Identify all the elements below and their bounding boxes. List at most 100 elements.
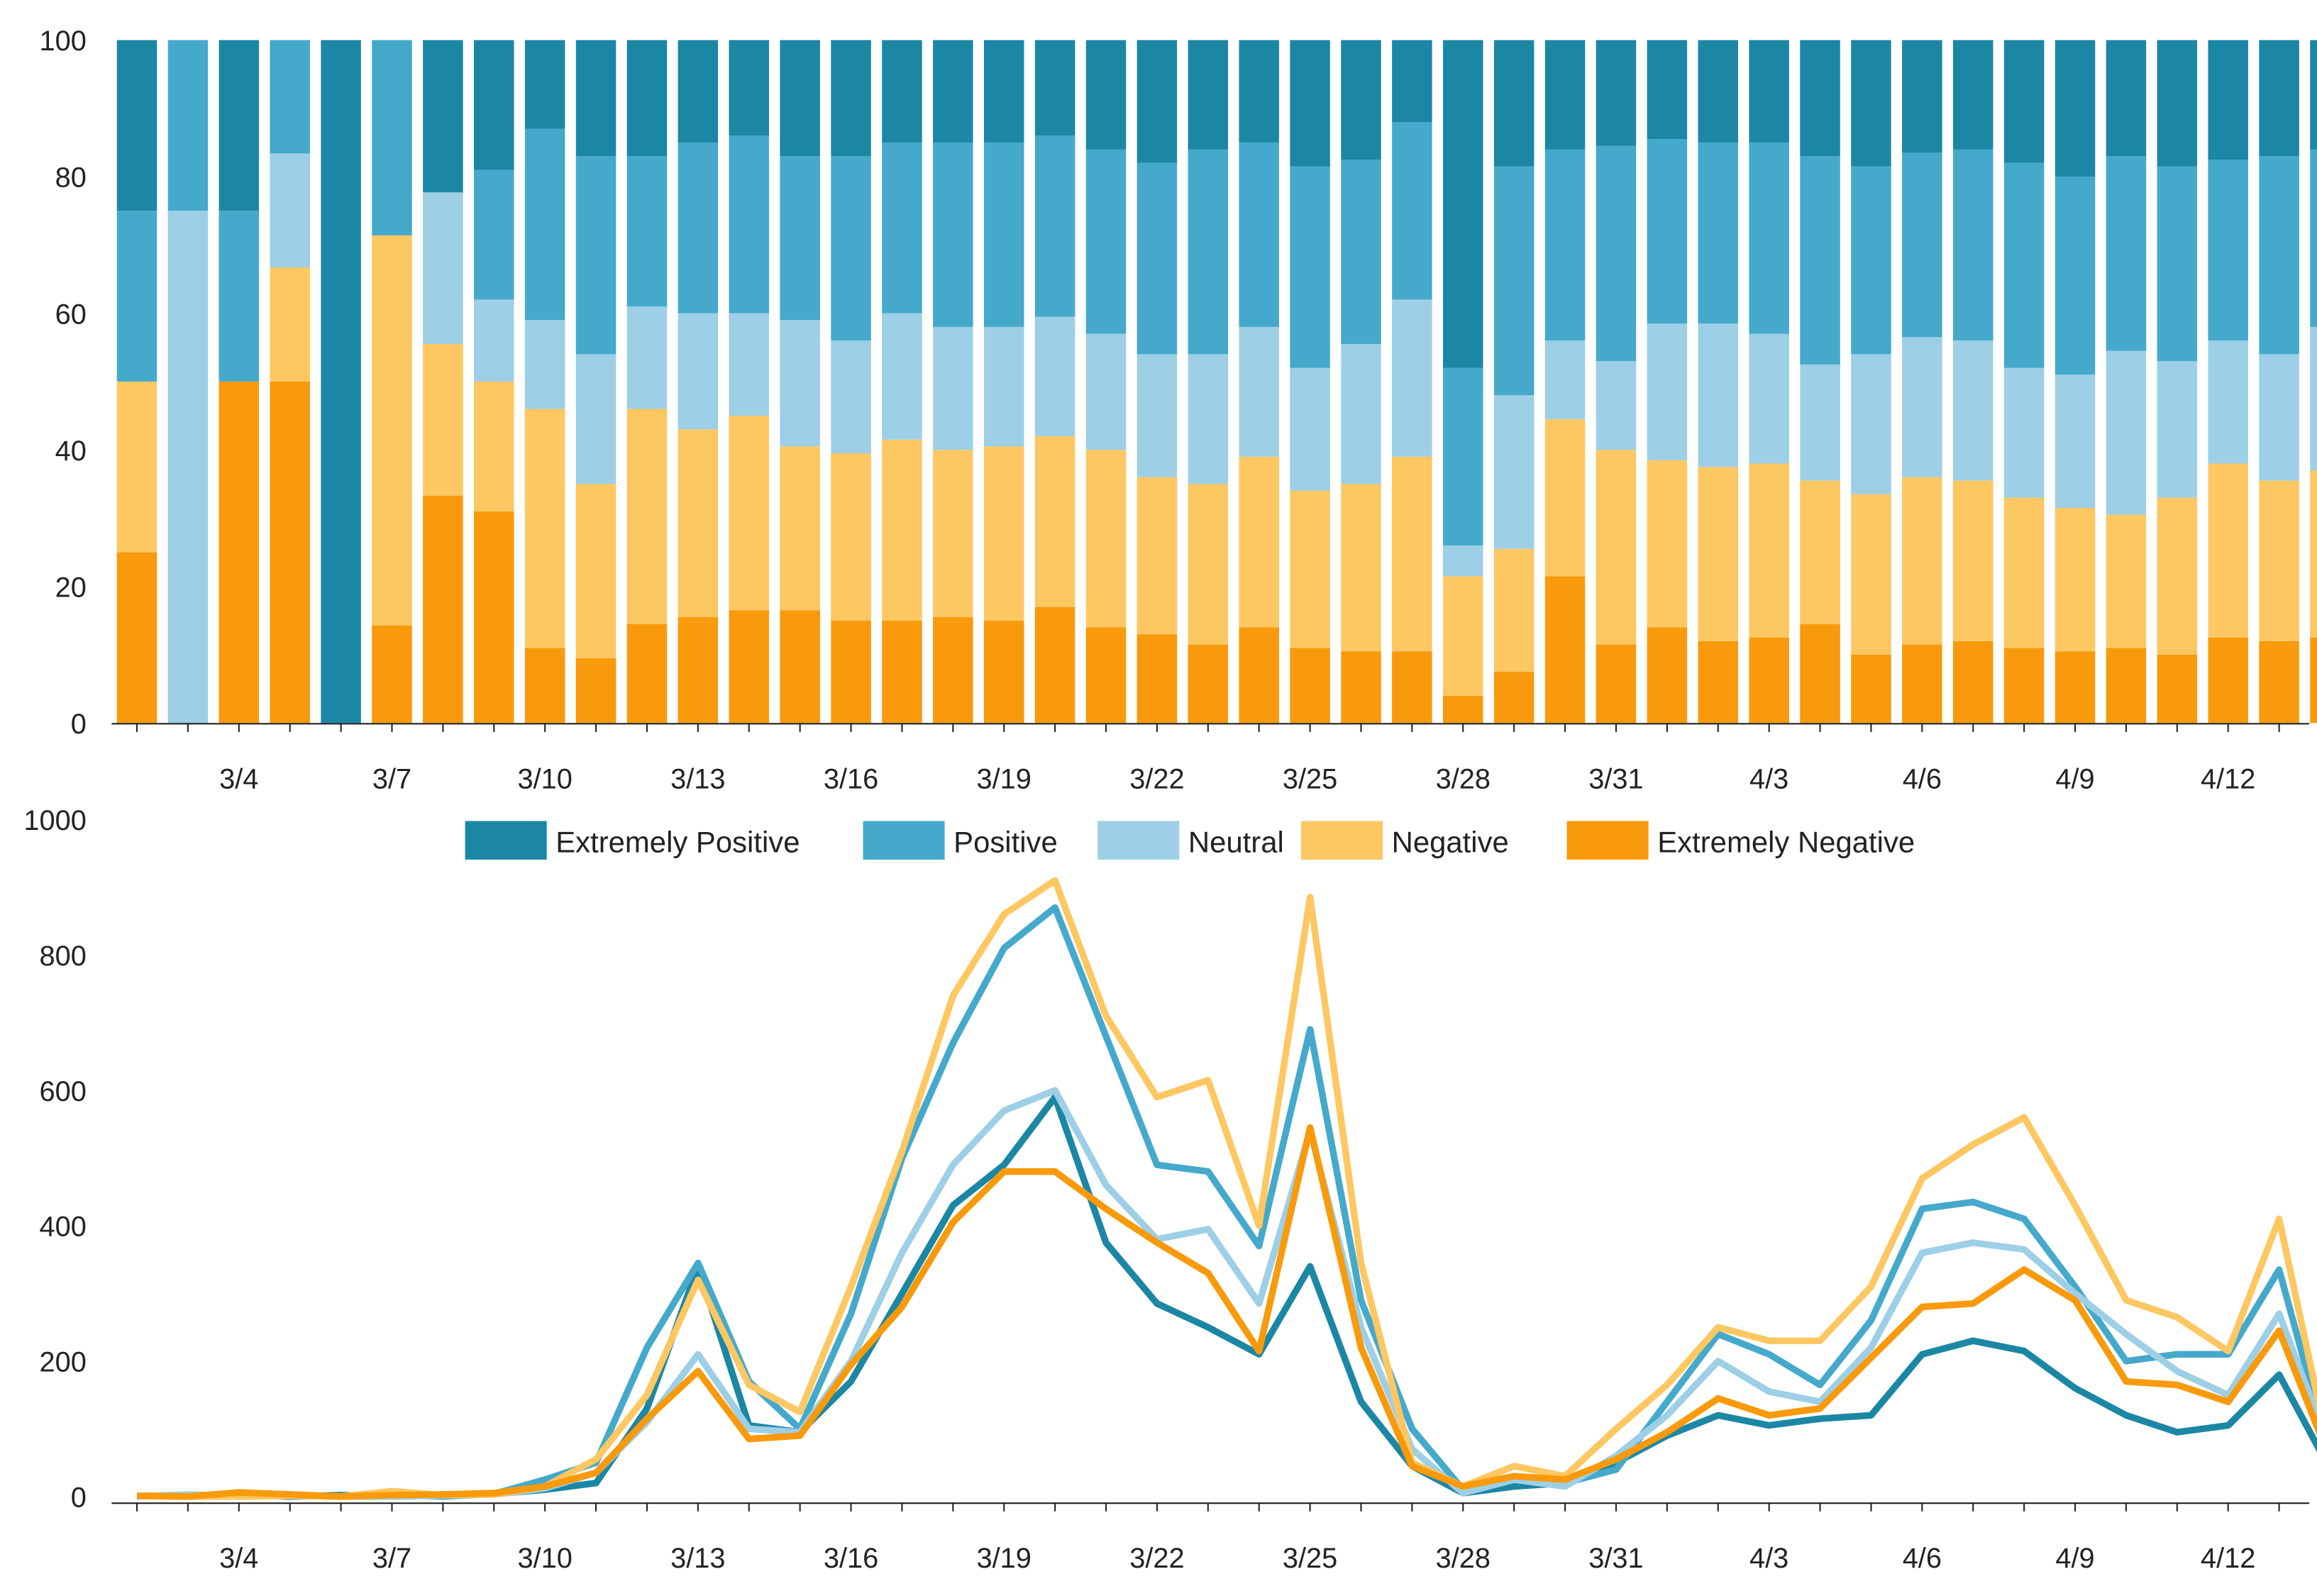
bar-segment bbox=[423, 343, 463, 496]
bar-segment bbox=[729, 610, 769, 724]
bar-segment bbox=[933, 450, 973, 618]
bar-segment bbox=[524, 128, 565, 321]
bar-segment bbox=[1851, 655, 1891, 724]
x-tick-label: 3/7 bbox=[372, 1543, 411, 1574]
bar-segment bbox=[1698, 641, 1739, 724]
bar-segment bbox=[1647, 323, 1688, 460]
bar-segment bbox=[1544, 149, 1586, 341]
bar-segment bbox=[474, 170, 514, 300]
x-tick-label: 4/12 bbox=[2201, 763, 2255, 794]
bar-segment bbox=[1596, 644, 1637, 724]
x-tick-label: 3/28 bbox=[1436, 763, 1491, 794]
bar-segment bbox=[219, 211, 260, 382]
y-tick-label: 600 bbox=[40, 1076, 87, 1107]
bar-segment bbox=[2259, 354, 2299, 481]
bar-segment bbox=[983, 326, 1024, 447]
bar-segment bbox=[2106, 648, 2147, 724]
line-chart: 0 200 400 600 800 1000 3/4 3/7 3/10 3/13 3/16 3/19 3… bbox=[23, 805, 2317, 1574]
bar-segment bbox=[729, 135, 769, 314]
bar-segment bbox=[1493, 40, 1534, 167]
x-tick-label: 4/6 bbox=[1903, 763, 1942, 794]
bar-segment bbox=[1952, 340, 1993, 481]
legend-label: Extremely Negative bbox=[1657, 825, 1915, 858]
bar-segment bbox=[933, 142, 973, 327]
bar-segment bbox=[1443, 576, 1483, 696]
bar-segment bbox=[626, 409, 668, 624]
bar-segment bbox=[780, 40, 820, 157]
bar-segment bbox=[2003, 648, 2045, 724]
bar-segment bbox=[2055, 40, 2096, 177]
x-tick-label: 4/12 bbox=[2201, 1543, 2255, 1574]
x-tick-label: 4/9 bbox=[2055, 1543, 2094, 1574]
bar-segment bbox=[1085, 40, 1127, 150]
bar-segment bbox=[1341, 160, 1381, 344]
x-tick-label: 3/28 bbox=[1436, 1543, 1491, 1574]
bar-segment bbox=[678, 429, 719, 618]
bar-segment bbox=[2003, 162, 2045, 368]
bar-segment bbox=[2157, 166, 2198, 362]
bar-segment bbox=[1902, 644, 1942, 724]
bar-segment bbox=[983, 620, 1024, 724]
bar-segment bbox=[933, 326, 973, 450]
bar-segment bbox=[729, 416, 769, 611]
bar-segment bbox=[1952, 641, 1993, 724]
bar-segment bbox=[1749, 333, 1789, 464]
legend-item: Negative bbox=[1300, 821, 1509, 860]
bar-segment bbox=[1800, 156, 1840, 365]
bar-segment bbox=[474, 299, 514, 382]
bar-segment bbox=[575, 156, 616, 355]
bar-segment bbox=[1902, 337, 1942, 477]
bar-segment bbox=[678, 617, 719, 724]
bar-segment bbox=[270, 40, 310, 154]
bar-segment bbox=[1392, 40, 1432, 123]
bar-segment bbox=[1341, 40, 1381, 160]
bar-segment bbox=[219, 381, 260, 724]
bar-segment bbox=[575, 658, 616, 724]
bar-segment bbox=[1647, 139, 1688, 324]
bar-segment bbox=[1493, 166, 1534, 396]
bar-segment bbox=[882, 313, 922, 440]
bar-segment bbox=[1290, 40, 1330, 167]
bar-segment bbox=[1749, 40, 1789, 143]
bar-segment bbox=[1443, 695, 1483, 724]
bar-segment bbox=[1749, 637, 1789, 724]
bar-segment bbox=[1085, 149, 1127, 334]
bar-segment bbox=[219, 40, 260, 211]
bar-segment bbox=[1034, 316, 1075, 436]
legend-label: Positive bbox=[953, 825, 1058, 858]
bar-segment bbox=[116, 552, 157, 724]
bar-segment bbox=[1239, 627, 1279, 724]
bar-segment bbox=[1800, 624, 1840, 724]
bar-segment bbox=[626, 156, 668, 306]
bar-segment bbox=[1698, 40, 1739, 143]
bar-segment bbox=[1239, 326, 1279, 457]
bar-segment bbox=[372, 40, 412, 235]
bar-segment bbox=[1952, 40, 1993, 150]
bar-segment bbox=[524, 648, 565, 724]
bar-segment bbox=[1341, 651, 1381, 724]
bar-segment bbox=[1544, 419, 1586, 577]
legend-label: Neutral bbox=[1188, 825, 1284, 858]
bar-segment bbox=[831, 40, 871, 157]
bar-segment bbox=[1596, 145, 1637, 362]
bar-segment bbox=[2106, 156, 2147, 351]
bar-segment bbox=[2310, 470, 2317, 638]
bar-segment bbox=[167, 211, 209, 724]
bar-segment bbox=[1137, 477, 1178, 635]
bar-segment bbox=[1239, 40, 1279, 143]
bar-segment bbox=[2208, 160, 2248, 341]
bar-segment bbox=[1188, 40, 1229, 150]
bar-segment bbox=[1034, 135, 1075, 317]
bar-segment bbox=[372, 625, 412, 724]
legend-swatch bbox=[1300, 821, 1383, 860]
bar-segment bbox=[1137, 354, 1178, 477]
bar-segment bbox=[372, 235, 412, 626]
bar-segment bbox=[678, 40, 719, 143]
y-tick-label: 400 bbox=[40, 1212, 87, 1243]
bar-segment bbox=[2208, 463, 2248, 638]
x-tick-label: 3/13 bbox=[670, 1543, 725, 1574]
bar-segment bbox=[2310, 149, 2317, 327]
legend: Extremely Positive Positive Neutral Negativ… bbox=[465, 821, 1915, 860]
bar-segment bbox=[1188, 149, 1229, 355]
bar-segment bbox=[1034, 436, 1075, 607]
